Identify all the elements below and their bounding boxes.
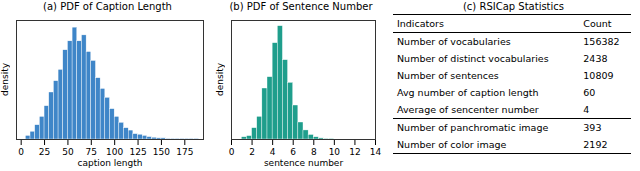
svg-text:0: 0 [18, 147, 24, 157]
html-text:Indicators: Indicators [397, 18, 444, 29]
html-text:density: density [0, 63, 10, 96]
html-text:Average of sencenter number: Average of sencenter number [397, 104, 539, 115]
svg-text:175: 175 [176, 147, 193, 157]
svg-text:100: 100 [106, 147, 123, 157]
svg-text:2: 2 [249, 147, 255, 157]
html-text:4: 4 [583, 104, 590, 115]
html-text:(b) PDF of Sentence Number: (b) PDF of Sentence Number [229, 1, 373, 12]
svg-text:25: 25 [39, 147, 50, 157]
html-text:Number of sentences: Number of sentences [397, 70, 499, 81]
svg-text:6: 6 [290, 147, 296, 157]
html-text:60: 60 [583, 87, 596, 98]
html-text:density: density [215, 63, 225, 96]
html-text:Number of distinct vocabularie: Number of distinct vocabularies [397, 53, 549, 64]
html-text:Avg number of caption length: Avg number of caption length [397, 87, 539, 98]
svg-text:0: 0 [229, 147, 235, 157]
html-text:Number of vocabularies: Number of vocabularies [397, 36, 511, 47]
svg-text:8: 8 [311, 147, 317, 157]
svg-text:50: 50 [62, 147, 74, 157]
html-text:Number of panchromatic image: Number of panchromatic image [397, 122, 549, 133]
svg-text:14: 14 [370, 147, 382, 157]
svg-text:4: 4 [270, 147, 276, 157]
html-text:10809: 10809 [583, 70, 614, 81]
svg-text:12: 12 [349, 147, 360, 157]
svg-text:75: 75 [86, 147, 97, 157]
svg-text:caption length: caption length [78, 158, 143, 168]
svg-text:sentence number: sentence number [264, 158, 343, 168]
html-text:Count: Count [583, 18, 612, 29]
html-text:(c) RSICap Statistics: (c) RSICap Statistics [463, 1, 564, 12]
svg-text:10: 10 [329, 147, 341, 157]
html-text:Number of color image: Number of color image [397, 139, 507, 150]
html-text:(a) PDF of Caption Length: (a) PDF of Caption Length [43, 1, 172, 12]
svg-text:150: 150 [153, 147, 170, 157]
html-text:2192: 2192 [583, 139, 608, 150]
html-text:156382: 156382 [583, 36, 620, 47]
html-text:2438: 2438 [583, 53, 608, 64]
html-text:393: 393 [583, 122, 602, 133]
svg-text:125: 125 [129, 147, 146, 157]
